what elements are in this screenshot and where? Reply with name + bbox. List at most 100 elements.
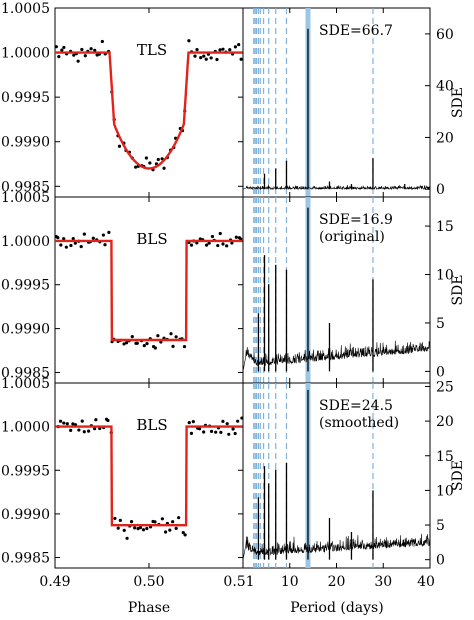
period-tick-label: 40	[417, 574, 435, 590]
data-point	[171, 520, 175, 524]
y-tick-label: 0.9990	[1, 135, 50, 151]
data-point	[129, 520, 134, 524]
x-tick-label: 0.49	[39, 574, 70, 590]
method-label: TLS	[137, 41, 167, 59]
data-point	[156, 157, 160, 162]
data-point	[133, 526, 137, 530]
data-point	[239, 57, 243, 61]
sde-tick-label: 15	[436, 219, 454, 235]
data-point	[209, 56, 213, 60]
data-point	[118, 518, 122, 522]
data-point	[195, 241, 199, 245]
data-point	[60, 48, 64, 52]
x-axis-label-period: Period (days)	[290, 600, 383, 616]
data-point	[197, 427, 202, 431]
data-point	[69, 243, 73, 248]
phase-plot-frame	[54, 382, 244, 569]
sde-tick-label: 5	[436, 316, 445, 332]
data-point	[58, 419, 63, 423]
data-point	[171, 344, 175, 348]
data-point	[156, 334, 160, 338]
data-point	[145, 341, 149, 346]
data-point	[191, 420, 195, 424]
data-point	[100, 39, 104, 44]
data-point	[113, 516, 117, 521]
data-point	[153, 346, 157, 350]
y-tick-label: 0.9990	[1, 507, 50, 523]
y-tick-label: 1.0000	[1, 420, 50, 436]
data-point	[177, 516, 181, 520]
data-point	[71, 237, 75, 241]
method-label: BLS	[136, 416, 167, 434]
data-point	[148, 161, 152, 165]
data-point	[210, 234, 215, 239]
data-point	[134, 165, 138, 169]
data-point	[57, 55, 61, 59]
sde-tick-label: 5	[436, 518, 445, 534]
sde-value-label: SDE=66.7	[319, 23, 393, 39]
data-point	[79, 244, 83, 249]
y-tick-label: 0.9995	[1, 90, 50, 106]
data-point	[228, 48, 232, 52]
data-point	[221, 419, 225, 423]
sde-note-label: (smoothed)	[319, 415, 399, 431]
data-point	[181, 531, 185, 535]
data-point	[124, 341, 129, 345]
sde-tick-label: 0	[436, 182, 445, 198]
data-point	[94, 418, 98, 422]
x-tick-label: 0.51	[223, 574, 254, 590]
data-point	[122, 528, 126, 533]
data-point	[77, 428, 81, 432]
data-point	[93, 48, 97, 52]
data-point	[54, 45, 58, 49]
data-point	[130, 335, 134, 339]
data-point	[231, 427, 235, 431]
data-point	[234, 235, 238, 239]
model-curve	[55, 239, 243, 342]
data-point	[233, 431, 237, 436]
data-point	[214, 430, 218, 434]
data-point	[62, 237, 66, 241]
sde-tick-label: 10	[436, 268, 454, 284]
data-point	[141, 528, 146, 532]
sde-tick-label: 20	[436, 414, 454, 430]
data-point	[221, 47, 225, 51]
data-point	[202, 430, 206, 434]
method-label: BLS	[136, 230, 167, 248]
data-point	[101, 233, 105, 237]
data-point	[107, 230, 111, 234]
data-point	[117, 144, 122, 148]
sde-spectrum	[242, 533, 431, 560]
data-point	[65, 422, 69, 426]
sde-axis-label: SDE	[450, 274, 466, 305]
data-point	[225, 422, 229, 426]
model-curve	[55, 425, 243, 527]
data-point	[87, 429, 91, 433]
data-point	[204, 243, 209, 247]
y-tick-label: 1.0005	[1, 1, 50, 17]
sde-tick-label: 20	[436, 130, 454, 146]
period-tick-label: 10	[281, 574, 299, 590]
data-point	[183, 533, 187, 537]
data-point	[83, 54, 87, 58]
y-tick-label: 1.0000	[1, 46, 50, 62]
data-point	[207, 241, 211, 245]
y-tick-label: 0.9985	[1, 551, 50, 567]
sde-note-label: (original)	[319, 229, 385, 245]
data-point	[219, 430, 223, 434]
y-tick-label: 0.9990	[1, 322, 50, 338]
data-point	[225, 244, 229, 248]
data-point	[215, 57, 219, 62]
data-point	[144, 156, 148, 160]
sde-spectrum	[242, 184, 431, 191]
data-point	[227, 432, 231, 436]
data-point	[56, 236, 60, 240]
sde-tick-label: 40	[436, 79, 454, 95]
data-point	[218, 48, 222, 52]
data-point	[193, 54, 197, 58]
data-point	[159, 340, 163, 344]
data-point	[125, 536, 129, 540]
sde-axis-label: SDE	[450, 87, 466, 118]
data-point	[174, 526, 178, 530]
